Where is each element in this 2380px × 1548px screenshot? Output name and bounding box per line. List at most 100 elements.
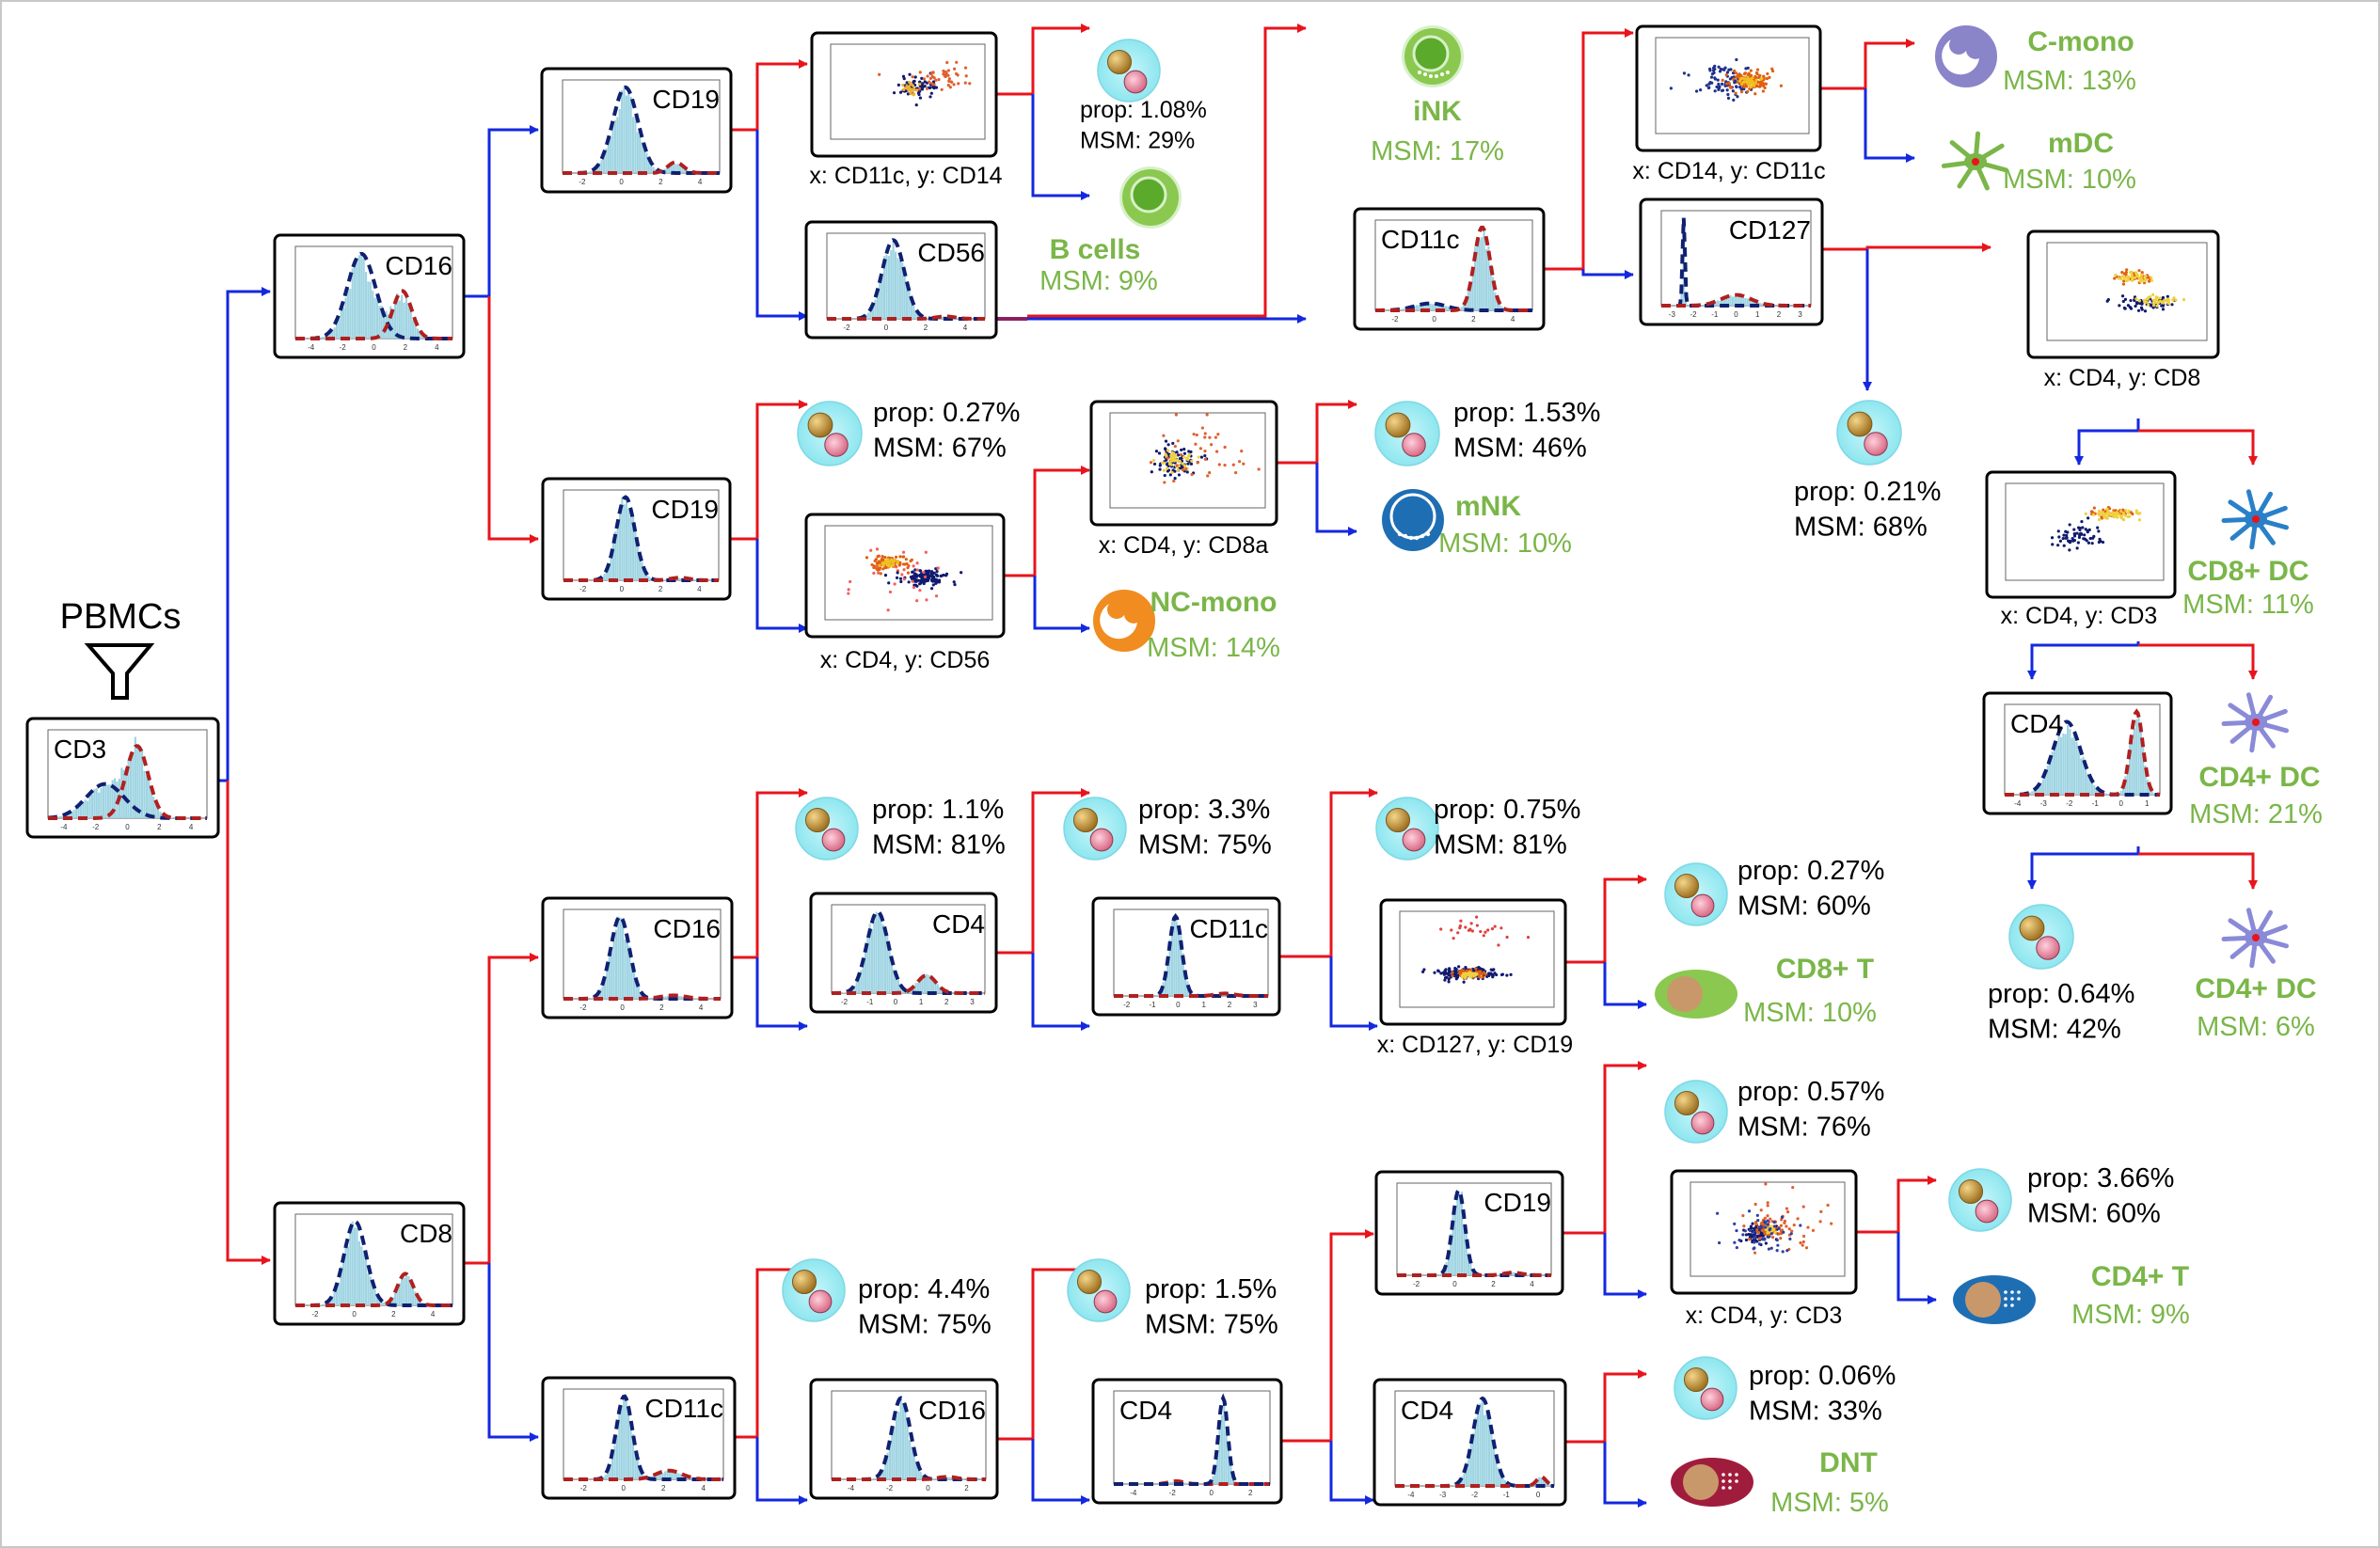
high-branch-link [996,788,1090,955]
hist-bar [1481,1398,1484,1486]
scatter-point [2050,536,2055,540]
hist-bar [932,1478,935,1479]
high-fit-curve [1661,292,1811,308]
hist-bar [875,911,878,993]
scatter-point [2122,272,2126,276]
high-branch-link [1856,1176,1937,1234]
high-fit-curve [827,314,985,321]
scatter-point [918,569,923,573]
scatter-axes-caption: x: CD14, y: CD11c [1632,158,1825,184]
low-fit-curve [1375,301,1532,312]
scatter-point [2119,510,2123,513]
hist-bar [880,1472,882,1479]
granule [1418,71,1421,74]
hist-bar [948,1477,951,1479]
hist-bar [1461,1477,1464,1486]
hist-bar [1759,303,1762,306]
scatter-point [1734,91,1737,95]
hist-marker-label: CD11c [1381,225,1460,254]
scatter-point [1682,71,1687,75]
tick-label: -2 [2066,799,2073,808]
scatter-point [2119,514,2123,518]
scatter-point [1460,975,1464,979]
tick-label: 1 [1201,1001,1206,1009]
scatter-point [2105,507,2109,511]
scatter-point [1725,88,1729,92]
high-fit-curve [563,1468,723,1481]
scatter-point [2062,533,2066,537]
hist-bar [619,917,622,999]
hist-bar [1496,299,1499,310]
hist-bar [1499,1472,1502,1486]
scatter-point [1732,77,1736,81]
hist-bar [2104,793,2107,795]
hist-bar [625,1398,627,1479]
scatter-point [1748,84,1752,87]
tick-label: -2 [1690,310,1698,319]
hist-bar [886,934,889,993]
scatter-point [2122,279,2126,283]
hist-bar [1440,1272,1443,1275]
scatter-point [2051,543,2055,546]
scatter-point [1731,89,1735,93]
tick-label: 0 [1734,310,1738,319]
high-branch-link [464,953,539,1265]
scatter-point [1151,459,1156,463]
scatter-point [1773,1230,1777,1235]
scatter-point [932,83,936,87]
hist-bar [934,983,937,993]
hist-bar [1474,1417,1477,1486]
hist-bar [1453,1209,1457,1275]
scatter-point [2134,272,2138,276]
scatter-point [896,83,900,87]
scatter-point [932,87,936,90]
mixed-cells-icon [2008,904,2074,970]
hist-bar [1463,305,1466,310]
hist-bar [1527,1274,1530,1275]
hist-bar [1467,1253,1470,1275]
scatter-point [1718,70,1722,73]
hist-marker-label: CD8 [400,1219,452,1248]
scatter-point [1192,433,1196,436]
hist-bar [403,1277,405,1305]
scatter-point [1178,456,1182,461]
scatter-point [1779,84,1783,87]
low-branch-link [1864,88,1915,163]
prop-text: prop: 0.75% [1434,795,1580,825]
hist-bar [611,953,613,999]
hist-bar [1489,264,1492,310]
scatter-point [1776,1243,1780,1247]
hist-bar [349,1230,352,1305]
hist-bar [320,337,323,339]
plot-area [830,43,986,140]
hist-bar [643,147,646,173]
scatter-point [1785,1224,1788,1228]
hist-bar [333,1291,336,1305]
hist-bar [1436,304,1438,310]
hist-bar [2139,725,2142,795]
scatter-point [924,550,928,554]
scatter-point [923,80,927,84]
cell-type-name: CD4+ DC [2195,973,2316,1004]
low-fit-curve [1395,1396,1554,1488]
scatter-point [1754,78,1758,82]
hist-bar [850,987,854,993]
hist-bar [652,166,655,173]
scatter-point [953,583,957,587]
scatter-point [2160,304,2164,308]
scatter-point [901,74,906,78]
scatter-point [2101,511,2104,514]
hist-bar [614,530,617,580]
scatter-point [1755,84,1759,87]
scatter-point [1238,460,1242,464]
hist-bar [631,1433,635,1479]
scatter-point [1769,1232,1773,1236]
hist-bar [601,986,604,999]
scatter-point [2075,546,2079,550]
hist-bar [1498,1274,1500,1275]
scatter-point [934,86,939,89]
hist-bar [844,992,848,993]
scatter-point [1713,89,1717,93]
hist-bar [125,766,128,818]
